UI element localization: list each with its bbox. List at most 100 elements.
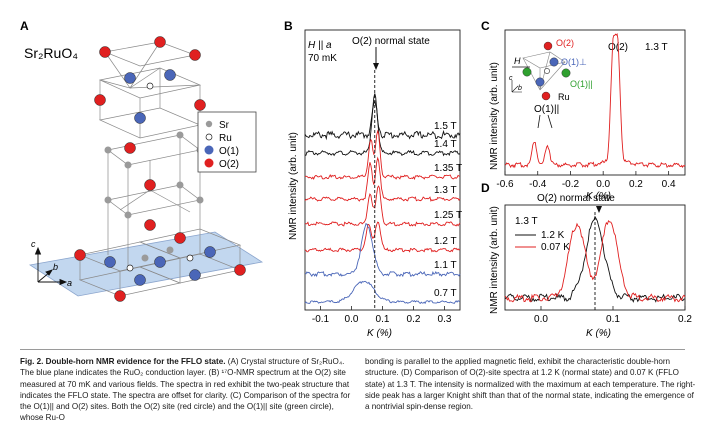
panel-d-xticks: 0.0 0.1 0.2 xyxy=(534,306,692,325)
panel-c-field: 1.3 T xyxy=(645,42,668,53)
atoms xyxy=(74,36,246,302)
sr-atom xyxy=(176,181,184,189)
o2-atom xyxy=(99,46,111,58)
spectrum-line-1p3T xyxy=(504,33,686,169)
panel-c-series xyxy=(504,33,686,169)
spectrum-line-12T xyxy=(304,221,461,253)
panel-d-ylabel: NMR intensity (arb. unit) xyxy=(489,206,500,314)
panel-b: B H || a 70 mK O(2) normal state 1.5 T1.… xyxy=(284,19,462,339)
panel-d-title: O(2) normal state xyxy=(537,193,615,204)
o2-atom xyxy=(154,36,166,48)
ru-atom xyxy=(126,264,134,272)
o1-atom xyxy=(104,256,116,268)
legend-sr: Sr xyxy=(219,120,230,131)
spectrum-line-14T xyxy=(304,93,461,157)
o2-atom xyxy=(114,290,126,302)
x-tick-label: -0.2 xyxy=(562,179,580,190)
x-tick-label: 0.4 xyxy=(662,179,676,190)
o1-atom xyxy=(154,256,166,268)
inset-o2-atom xyxy=(541,91,551,101)
o2-atom xyxy=(174,232,186,244)
x-tick-label: 0.2 xyxy=(407,314,421,325)
panel-b-ylabel: NMR intensity (arb. unit) xyxy=(288,132,299,240)
x-tick-label: 0.2 xyxy=(629,179,643,190)
panel-b-temp-note: 70 mK xyxy=(308,53,337,64)
caption-title: Fig. 2. Double-horn NMR evidence for the… xyxy=(20,357,226,366)
legend-1p2k: 1.2 K xyxy=(541,230,565,241)
panel-d: D O(2) normal state 1.3 T 1.2 K 0.07 K 0… xyxy=(481,181,692,339)
sr-atom xyxy=(124,211,132,219)
spectrum-line-135T xyxy=(304,129,461,181)
o1-atom xyxy=(134,274,146,286)
panel-d-arrow-head xyxy=(596,206,602,213)
panel-c-inset: O(2) O(1)⊥ O(1)|| Ru H c b xyxy=(509,38,593,102)
panel-b-xticks: -0.1 0.0 0.1 0.2 0.3 xyxy=(312,306,452,325)
o1-legend-marker xyxy=(204,145,214,155)
sr-atom xyxy=(196,196,204,204)
panel-b-peak-label: O(2) normal state xyxy=(352,36,430,47)
x-tick-label: -0.6 xyxy=(496,179,514,190)
x-tick-label: -0.1 xyxy=(312,314,330,325)
sr-atom xyxy=(176,131,184,139)
field-label: 1.35 T xyxy=(434,163,462,174)
inset-o1par-label: O(1)|| xyxy=(570,79,593,89)
panel-c-frame xyxy=(504,29,686,176)
axis-triad xyxy=(34,246,68,286)
ru-legend-marker xyxy=(205,133,213,141)
panel-b-label: B xyxy=(284,19,293,33)
panel-d-series xyxy=(504,212,686,310)
field-label: 1.5 T xyxy=(434,121,457,132)
x-tick-label: -0.4 xyxy=(529,179,547,190)
legend-ru: Ru xyxy=(219,133,232,144)
inset-h-label: H xyxy=(514,56,521,66)
inset-axes xyxy=(511,80,522,93)
sr-atom xyxy=(104,196,112,204)
field-label: 1.4 T xyxy=(434,139,457,150)
o2-atom xyxy=(234,264,246,276)
field-label: 1.1 T xyxy=(434,260,457,271)
o1-atom xyxy=(134,112,146,124)
axis-a-label: a xyxy=(67,278,72,288)
panel-d-field: 1.3 T xyxy=(515,216,538,227)
legend-o2: O(2) xyxy=(219,159,239,170)
sr-atom xyxy=(141,254,149,262)
panel-c-ylabel: NMR intensity (arb. unit) xyxy=(489,62,500,170)
o1-atom xyxy=(124,72,136,84)
panel-c-peak-o1: O(1)|| xyxy=(534,104,559,115)
inset-o2-label: O(2) xyxy=(556,38,574,48)
panel-c-xlabel: K (%) xyxy=(586,191,611,202)
panel-a-label: A xyxy=(20,19,29,33)
sr-legend-marker xyxy=(205,120,213,128)
spectrum-line-07T xyxy=(304,280,461,305)
inset-o1par-atom xyxy=(561,68,571,78)
panel-b-field-labels: 1.5 T 1.4 T 1.35 T 1.3 T 1.25 T 1.2 T 1.1 T 0.7… xyxy=(434,121,462,299)
panel-c-label: C xyxy=(481,19,490,33)
x-tick-label: 0.1 xyxy=(606,314,620,325)
panel-b-series xyxy=(304,70,461,310)
panel-c-xticks: -0.6 -0.4 -0.2 0.0 0.2 0.4 xyxy=(496,171,676,190)
field-label: 0.7 T xyxy=(434,288,457,299)
spectrum-line-007K xyxy=(504,219,686,303)
inset-o1perp-atom xyxy=(549,57,559,67)
axis-c-label: c xyxy=(31,239,36,249)
spectrum-line-125T xyxy=(304,185,461,227)
field-label: 1.25 T xyxy=(434,210,462,221)
panel-c: C O(2) 1.3 T O(1)|| O(2) O(1)⊥ O(1)|| Ru… xyxy=(481,19,686,202)
spectrum-line-12K xyxy=(504,215,686,303)
panel-d-label: D xyxy=(481,181,490,195)
o1-atom xyxy=(189,269,201,281)
axis-b-label: b xyxy=(53,262,58,272)
panel-a: A Sr₂RuO₄ xyxy=(20,19,264,302)
panel-d-xlabel: K (%) xyxy=(586,328,611,339)
x-tick-label: 0.0 xyxy=(345,314,359,325)
ruo2-plane xyxy=(28,231,264,297)
o2-legend-marker xyxy=(204,158,214,168)
o2-atom xyxy=(189,49,201,61)
sr-atom xyxy=(166,246,174,254)
spectrum-line-13T xyxy=(304,156,461,202)
panel-c-o1-pointer xyxy=(537,114,541,129)
caption-rule xyxy=(20,349,685,350)
spectrum-line-11T xyxy=(304,222,461,278)
x-tick-label: 0.0 xyxy=(596,179,610,190)
